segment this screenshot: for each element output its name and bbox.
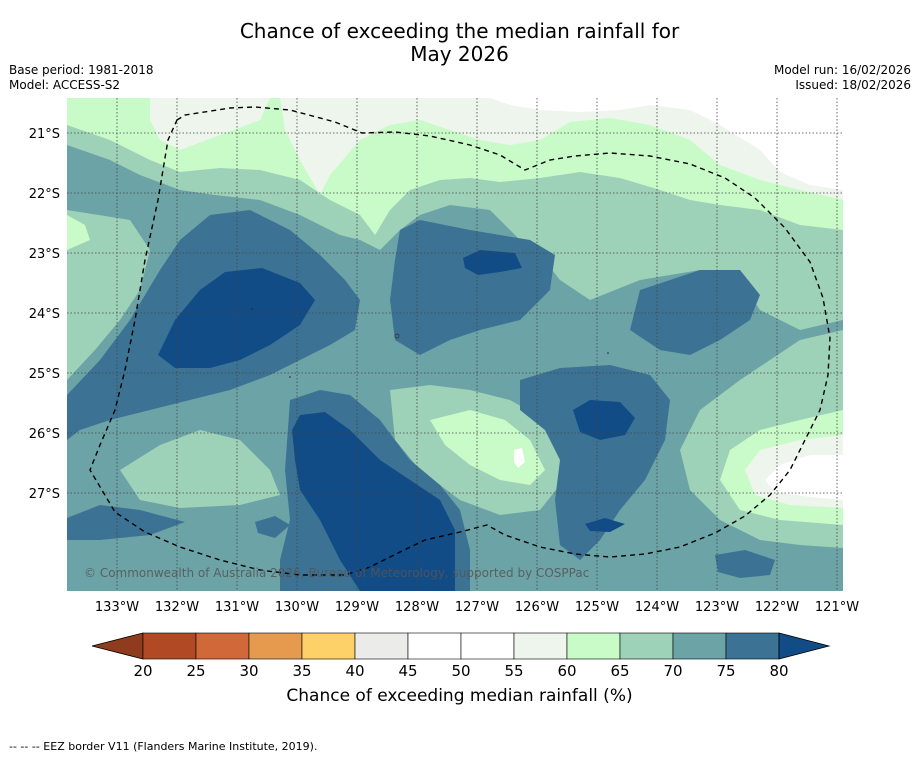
contour-layer <box>67 98 843 591</box>
colorbar-tick-label: 30 <box>239 662 258 680</box>
lon-label: 133°W <box>95 600 139 615</box>
meta-left: Base period: 1981-2018 Model: ACCESS-S2 <box>9 63 154 93</box>
lon-label: 124°W <box>635 600 679 615</box>
contour-75-80-ne <box>630 270 760 355</box>
colorbar-segment <box>195 632 250 660</box>
lon-label: 122°W <box>755 600 799 615</box>
contour-65-70-southwest <box>120 430 280 508</box>
map-title: Chance of exceeding the median rainfall … <box>0 20 919 66</box>
island-dot <box>607 352 609 354</box>
contour-60-65-north <box>67 98 843 235</box>
colorbar-segment <box>725 632 780 660</box>
colorbar-tick-label: 75 <box>716 662 735 680</box>
title-line-2: May 2026 <box>410 42 509 66</box>
contour-75-80-east <box>520 365 670 560</box>
colorbar-tick-label: 20 <box>133 662 152 680</box>
copyright-text: © Commonwealth of Australia 2026, Bureau… <box>84 566 589 580</box>
lat-label: 27°S <box>29 487 60 502</box>
colorbar-arrow-high <box>778 632 831 660</box>
lon-label: 129°W <box>335 600 379 615</box>
contour-80-west <box>158 268 315 368</box>
lon-label: 121°W <box>815 600 859 615</box>
colorbar-segment <box>407 632 462 660</box>
island-dot <box>394 333 400 339</box>
colorbar-segment <box>460 632 515 660</box>
lat-label: 22°S <box>29 187 60 202</box>
eez-footnote: -- -- -- EEZ border V11 (Flanders Marine… <box>9 740 318 753</box>
lon-label: 131°W <box>215 600 259 615</box>
contour-65-70-west <box>67 210 150 380</box>
contour-75-80-sw <box>67 505 185 540</box>
contour-white-east <box>765 455 843 500</box>
contour-60-65-centre <box>430 410 545 485</box>
lat-label: 25°S <box>29 367 60 382</box>
colorbar-tick-label: 35 <box>292 662 311 680</box>
lon-label: 130°W <box>275 600 319 615</box>
colorbar-segment <box>248 632 303 660</box>
colorbar-tick-label: 65 <box>610 662 629 680</box>
lon-label: 132°W <box>155 600 199 615</box>
colorbar-tick-label: 80 <box>769 662 788 680</box>
lon-labels: 133°W 132°W 131°W 130°W 129°W 128°W 127°… <box>95 600 859 615</box>
colorbar: 20 25 30 35 40 45 50 55 60 65 70 75 80 <box>91 632 831 680</box>
contour-80-north <box>463 250 522 275</box>
lon-label: 123°W <box>695 600 739 615</box>
issued-date: Issued: 18/02/2026 <box>795 78 911 92</box>
colorbar-segment <box>301 632 356 660</box>
contour-75-80-swpatch <box>255 516 290 538</box>
colorbar-tick-label: 25 <box>186 662 205 680</box>
colorbar-segment <box>672 632 727 660</box>
lon-label: 128°W <box>395 600 439 615</box>
lon-label: 127°W <box>455 600 499 615</box>
colorbar-segment <box>566 632 621 660</box>
contour-60-65-westbulge <box>67 215 90 250</box>
contour-75-80-se <box>715 550 775 578</box>
island-dot <box>251 308 253 310</box>
colorbar-segment <box>354 632 409 660</box>
island-dot <box>289 376 291 378</box>
lat-label: 21°S <box>29 127 60 142</box>
lat-labels: 21°S 22°S 23°S 24°S 25°S 26°S 27°S <box>29 127 60 502</box>
colorbar-label: Chance of exceeding median rainfall (%) <box>286 686 633 706</box>
lat-label: 23°S <box>29 247 60 262</box>
colorbar-arrow-low <box>91 632 144 660</box>
meta-right: Model run: 16/02/2026 Issued: 18/02/2026 <box>774 63 911 93</box>
contour-80-sespot <box>585 518 625 532</box>
contour-80-east <box>573 400 635 440</box>
colorbar-tick-label: 70 <box>663 662 682 680</box>
colorbar-segment <box>513 632 568 660</box>
colorbar-segment <box>619 632 674 660</box>
title-line-1: Chance of exceeding the median rainfall … <box>239 19 680 43</box>
colorbar-tick-label: 45 <box>398 662 417 680</box>
model-run: Model run: 16/02/2026 <box>773 63 911 77</box>
contour-white-spot <box>514 448 525 468</box>
contour-80-south <box>292 412 455 591</box>
lat-label: 26°S <box>29 427 60 442</box>
base-period: Base period: 1981-2018 <box>9 63 154 77</box>
lon-label: 126°W <box>515 600 559 615</box>
lat-label: 24°S <box>29 307 60 322</box>
colorbar-tick-label: 60 <box>557 662 576 680</box>
eez-border <box>89 106 831 576</box>
contour-55-60-north <box>280 98 843 200</box>
contour-white-ne <box>490 98 843 190</box>
colorbar-tick-label: 40 <box>345 662 364 680</box>
colorbar-tick-label: 50 <box>451 662 470 680</box>
model-name: Model: ACCESS-S2 <box>9 78 121 92</box>
lon-label: 125°W <box>575 600 619 615</box>
colorbar-tick-label: 55 <box>504 662 523 680</box>
contour-55-60-nw <box>150 98 270 150</box>
gridlines <box>67 98 843 591</box>
colorbar-segment <box>142 632 197 660</box>
